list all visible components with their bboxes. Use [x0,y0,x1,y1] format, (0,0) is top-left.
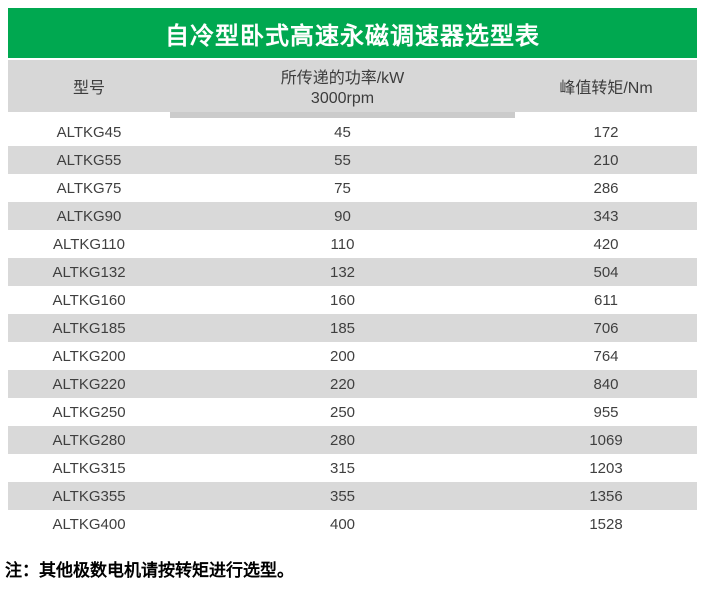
torque-cell: 420 [593,235,619,253]
model-cell: ALTKG250 [52,403,126,421]
model-cell: ALTKG400 [52,515,126,533]
torque-cell: 611 [594,291,618,309]
table-row: ALTKG280 280 1069 [8,426,697,454]
model-cell: ALTKG90 [56,207,122,225]
power-cell: 75 [334,179,351,197]
power-cell: 110 [330,235,355,253]
model-cell: ALTKG160 [52,291,126,309]
table-row: ALTKG75 75 286 [8,174,697,202]
table-row: ALTKG355 355 1356 [8,482,697,510]
torque-cell: 343 [593,207,619,225]
table-row: ALTKG132 132 504 [8,258,697,286]
header-underline-strip [170,112,515,118]
torque-cell: 1356 [589,487,623,505]
header-power: 所传递的功率/kW 3000rpm [170,60,515,112]
header-torque: 峰值转矩/Nm [559,80,653,97]
table-row: ALTKG315 315 1203 [8,454,697,482]
header-power-line2: 3000rpm [310,89,375,107]
power-cell: 250 [329,403,356,421]
table-title-bar: 自冷型卧式高速永磁调速器选型表 [8,8,697,58]
power-cell: 132 [329,263,356,281]
power-cell: 55 [334,151,351,169]
table-row: ALTKG250 250 955 [8,398,697,426]
power-cell: 90 [334,207,351,225]
footnote: 注：其他极数电机请按转矩进行选型。 [5,561,294,580]
header-model: 型号 [72,80,105,97]
table-row: ALTKG200 200 764 [8,342,697,370]
table-row: ALTKG160 160 611 [8,286,697,314]
power-cell: 355 [329,487,356,505]
selection-table: 自冷型卧式高速永磁调速器选型表 型号 所传递的功率/kW 3000rpm 峰值转… [8,8,697,538]
header-power-line1: 所传递的功率/kW [280,70,405,88]
table-row: ALTKG185 185 706 [8,314,697,342]
model-cell: ALTKG132 [52,263,126,281]
power-cell: 200 [329,347,356,365]
power-cell: 400 [329,515,356,533]
power-cell: 45 [334,123,351,141]
table-row: ALTKG55 55 210 [8,146,697,174]
model-cell: ALTKG185 [52,319,126,337]
model-cell: ALTKG355 [52,487,126,505]
torque-cell: 840 [593,375,619,393]
model-cell: ALTKG280 [52,431,126,449]
power-cell: 220 [329,375,356,393]
power-cell: 185 [329,319,356,337]
torque-cell: 286 [593,179,619,197]
model-cell: ALTKG45 [56,123,122,141]
torque-cell: 1528 [589,515,623,533]
table-row: ALTKG110 110 420 [8,230,697,258]
table-body: ALTKG45 45 172 ALTKG55 55 210 ALTKG75 75 286 ALTK… [8,118,697,538]
power-cell: 280 [329,431,356,449]
model-cell: ALTKG315 [52,459,126,477]
table-row: ALTKG220 220 840 [8,370,697,398]
torque-cell: 1203 [589,459,623,477]
model-cell: ALTKG200 [52,347,126,365]
model-cell: ALTKG75 [56,179,122,197]
torque-cell: 1069 [589,431,623,449]
table-title: 自冷型卧式高速永磁调速器选型表 [165,22,540,50]
torque-cell: 955 [593,403,619,421]
model-cell: ALTKG220 [52,375,126,393]
power-cell: 315 [329,459,356,477]
torque-cell: 764 [593,347,619,365]
torque-cell: 706 [593,319,619,337]
torque-cell: 210 [593,151,619,169]
model-cell: ALTKG55 [56,151,122,169]
table-row: ALTKG45 45 172 [8,118,697,146]
table-row: ALTKG400 400 1528 [8,510,697,538]
table-row: ALTKG90 90 343 [8,202,697,230]
model-cell: ALTKG110 [53,235,125,253]
table-header-row: 型号 所传递的功率/kW 3000rpm 峰值转矩/Nm [8,60,697,112]
torque-cell: 172 [593,123,619,141]
torque-cell: 504 [593,263,619,281]
power-cell: 160 [329,291,356,309]
header-underline-row [8,112,697,118]
